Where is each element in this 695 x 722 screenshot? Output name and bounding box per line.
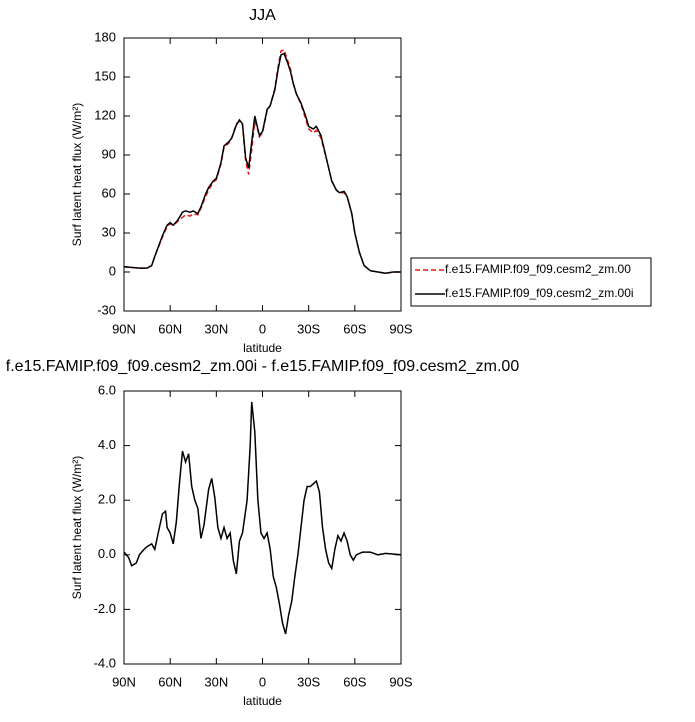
x-axis-label: latitude	[243, 341, 282, 355]
x-axis-label: latitude	[243, 694, 282, 708]
plot-frame	[123, 37, 402, 312]
y-tick-label: 0	[109, 263, 116, 278]
y-tick-label: 6.0	[98, 382, 116, 397]
legend-label: f.e15.FAMIP.f09_f09.cesm2_zm.00i	[445, 286, 634, 300]
x-tick-label: 30S	[297, 321, 320, 336]
y-axis-label: Surf latent heat flux (W/m²)	[70, 103, 84, 246]
x-tick-label: 30N	[204, 674, 228, 689]
legend-box	[410, 257, 652, 307]
data-line	[123, 48, 401, 275]
x-tick-label: 0	[259, 321, 266, 336]
data-line	[123, 52, 401, 275]
x-tick-label: 60S	[343, 674, 366, 689]
x-tick-label: 0	[259, 674, 266, 689]
y-tick-label: 4.0	[98, 437, 116, 452]
y-axis-label: Surf latent heat flux (W/m²)	[70, 456, 84, 599]
y-tick-label: -30	[97, 302, 116, 317]
x-tick-label: 90S	[389, 321, 412, 336]
plot-frame	[123, 390, 402, 665]
x-tick-label: 90N	[112, 674, 136, 689]
y-tick-label: 2.0	[98, 492, 116, 507]
y-tick-label: 90	[102, 146, 116, 161]
y-tick-label: 0.0	[98, 546, 116, 561]
x-tick-label: 60N	[158, 321, 182, 336]
x-tick-label: 90N	[112, 321, 136, 336]
chart-title: JJA	[249, 7, 276, 24]
y-tick-label: -4.0	[94, 655, 116, 670]
y-tick-label: 150	[94, 68, 116, 83]
legend-label: f.e15.FAMIP.f09_f09.cesm2_zm.00	[445, 262, 631, 276]
y-tick-label: 30	[102, 224, 116, 239]
data-line	[123, 401, 402, 635]
x-tick-label: 30N	[204, 321, 228, 336]
y-tick-label: 120	[94, 107, 116, 122]
y-tick-label: -2.0	[94, 601, 116, 616]
x-tick-label: 30S	[297, 674, 320, 689]
y-tick-label: 180	[94, 29, 116, 44]
chart-title: f.e15.FAMIP.f09_f09.cesm2_zm.00i - f.e15…	[6, 358, 520, 375]
y-tick-label: 60	[102, 185, 116, 200]
x-tick-label: 90S	[389, 674, 412, 689]
x-tick-label: 60N	[158, 674, 182, 689]
x-tick-label: 60S	[343, 321, 366, 336]
